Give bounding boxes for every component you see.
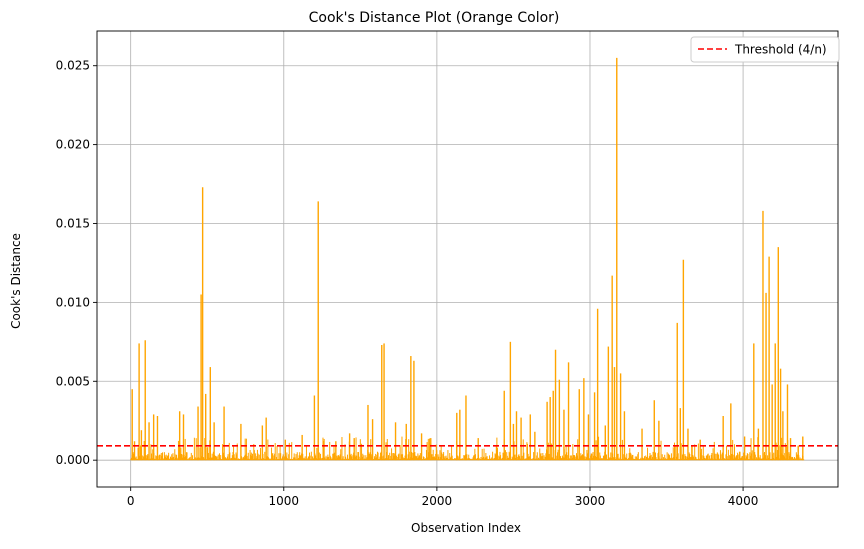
- y-tick-label-5: 0.025: [56, 59, 90, 73]
- legend: Threshold (4/n): [690, 36, 840, 63]
- y-ticks: 0.000 0.005 0.010 0.015 0.020 0.025: [56, 59, 97, 467]
- y-tick-label-0: 0.000: [56, 453, 90, 467]
- chart-title: Cook's Distance Plot (Orange Color): [309, 10, 560, 26]
- plot-frame: [96, 30, 839, 488]
- bars-layer: [130, 57, 805, 461]
- x-tick-label-1: 1000: [269, 494, 300, 508]
- x-tick-label-4: 4000: [728, 494, 759, 508]
- y-tick-label-3: 0.015: [56, 216, 90, 230]
- legend-threshold-label: Threshold (4/n): [734, 43, 827, 57]
- x-ticks: 0 1000 2000 3000 4000: [127, 487, 758, 508]
- y-axis-label: Cook's Distance: [9, 233, 23, 329]
- legend-box: [690, 36, 840, 63]
- x-tick-label-3: 3000: [575, 494, 606, 508]
- y-tick-label-4: 0.020: [56, 138, 90, 152]
- x-tick-label-2: 2000: [422, 494, 453, 508]
- x-axis-label: Observation Index: [411, 521, 521, 535]
- y-tick-label-1: 0.005: [56, 374, 90, 388]
- x-tick-label-0: 0: [127, 494, 135, 508]
- y-tick-label-2: 0.010: [56, 295, 90, 309]
